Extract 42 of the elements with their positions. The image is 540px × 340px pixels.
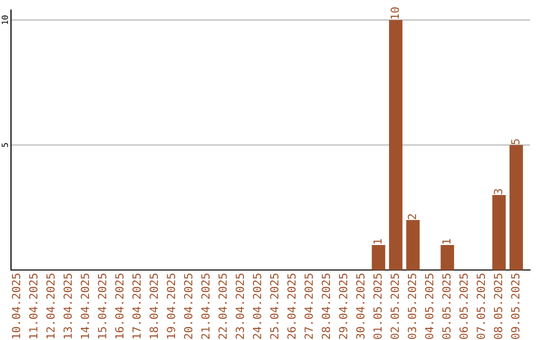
data-label: 1 [374, 239, 382, 244]
bar [440, 245, 454, 270]
data-label: 5 [511, 139, 520, 144]
x-tick-label: 13.04.2025 [64, 274, 72, 338]
x-tick-label: 20.04.2025 [184, 274, 192, 339]
x-tick-label: 19.04.2025 [166, 274, 176, 338]
x-tick-label: 24.04.2025 [252, 274, 262, 339]
bar [510, 145, 523, 270]
x-tick-label: 16.04.2025 [115, 274, 124, 338]
data-label: 1 [442, 239, 450, 244]
x-tick-label: 05.05.2025 [442, 274, 451, 339]
data-label: 3 [494, 189, 502, 194]
x-tick-label: 14.04.2025 [80, 274, 90, 338]
x-tick-label: 09.05.2025 [511, 274, 520, 339]
x-tick-label: 25.04.2025 [270, 274, 278, 339]
x-tick-label: 03.05.2025 [408, 274, 416, 339]
x-tick-label: 04.05.2025 [425, 274, 434, 339]
x-tick-label: 15.04.2025 [98, 274, 106, 338]
x-tick-label: 17.04.2025 [132, 274, 141, 338]
bar [389, 20, 402, 270]
x-tick-label: 28.04.2025 [322, 274, 330, 339]
x-tick-label: 07.05.2025 [476, 274, 486, 339]
bar [492, 195, 506, 270]
x-tick-label: 08.05.2025 [494, 274, 502, 339]
x-tick-label: 21.04.2025 [201, 274, 210, 339]
x-tick-label: 02.05.2025 [390, 274, 399, 339]
bar [372, 245, 386, 270]
x-tick-label: 29.04.2025 [338, 274, 348, 339]
x-tick-label: 18.04.2025 [150, 274, 158, 338]
x-tick-label: 11.04.2025 [29, 274, 38, 338]
x-tick-label: 23.04.2025 [236, 274, 244, 339]
x-tick-label: 06.05.2025 [459, 274, 468, 339]
x-tick-label: 22.04.2025 [218, 274, 227, 339]
x-tick-label: 10.04.2025 [12, 274, 20, 338]
x-tick-label: 27.04.2025 [304, 274, 313, 339]
x-tick-label: 26.04.2025 [287, 274, 296, 339]
bar [406, 220, 420, 270]
x-tick-label: 30.04.2025 [356, 274, 365, 339]
x-tick-label: 12.04.2025 [46, 274, 55, 338]
data-label: 10 [390, 7, 399, 19]
x-tick-label: 01.05.2025 [373, 274, 382, 339]
data-label: 2 [408, 214, 416, 220]
